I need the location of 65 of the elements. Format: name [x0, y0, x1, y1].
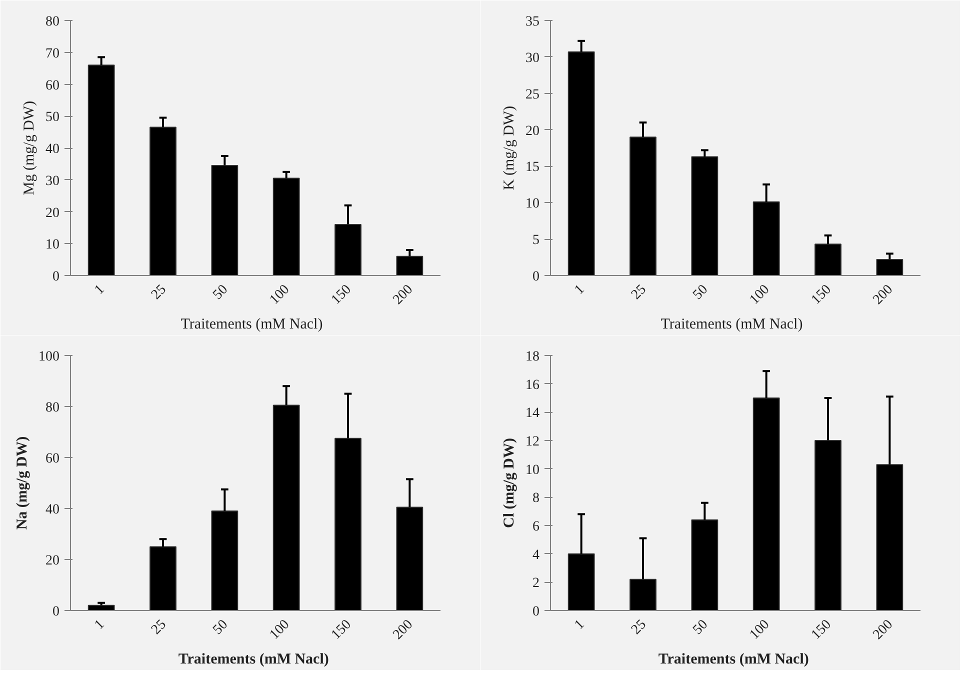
y-tick-label: 30	[46, 174, 60, 189]
x-tick-label: 100	[267, 282, 293, 308]
x-tick-label: 1	[572, 617, 588, 633]
y-tick-label: 10	[526, 196, 540, 212]
x-axis-title: Traitements (mM Nacl)	[180, 316, 323, 332]
x-tick-label: 50	[210, 617, 232, 638]
x-tick-label: 100	[747, 617, 773, 643]
x-tick-label: 150	[328, 282, 354, 308]
x-tick-label: 50	[210, 282, 232, 303]
y-tick-label: 40	[46, 142, 60, 157]
x-tick-label: 200	[390, 617, 416, 643]
y-tick-label: 5	[532, 233, 540, 248]
x-tick-label: 25	[628, 617, 650, 638]
y-tick-label: 35	[526, 14, 540, 30]
x-tick-label: 150	[328, 617, 354, 643]
y-tick-label: 14	[526, 406, 540, 422]
y-tick-label: 15	[526, 160, 540, 176]
x-tick-label: 150	[808, 617, 834, 643]
y-tick-label: 40	[46, 502, 60, 518]
x-tick-label: 200	[390, 282, 416, 308]
x-tick-label: 200	[870, 617, 896, 643]
y-tick-label: 6	[532, 520, 540, 534]
x-tick-label: 150	[808, 282, 834, 308]
x-tick-label: 25	[148, 617, 170, 638]
x-axis-title: Traitements (mM Nacl)	[178, 651, 329, 668]
x-tick-label: 1	[92, 282, 108, 298]
y-tick-label: 4	[532, 548, 540, 563]
x-tick-label: 25	[148, 282, 170, 303]
x-tick-label: 50	[690, 617, 712, 638]
y-axis-title: Mg (mg/g DW)	[22, 100, 38, 196]
x-tick-label: 100	[747, 282, 773, 308]
y-tick-label: 70	[46, 46, 60, 62]
y-tick-label: 10	[526, 462, 540, 478]
y-tick-label: 0	[532, 270, 540, 284]
y-tick-label: 10	[46, 238, 60, 253]
y-tick-label: 0	[52, 604, 60, 620]
y-tick-label: 0	[532, 604, 540, 620]
y-axis-title: Na (mg/g DW)	[14, 436, 30, 530]
y-tick-label: 60	[46, 452, 60, 466]
y-tick-label: 100	[38, 350, 60, 364]
y-tick-label: 20	[46, 206, 60, 221]
x-tick-label: 1	[92, 617, 108, 633]
y-tick-label: 12	[526, 434, 540, 450]
x-tick-label: 25	[628, 282, 650, 303]
y-tick-label: 80	[46, 400, 60, 416]
y-tick-label: 20	[46, 554, 60, 568]
x-axis-title: Traitements (mM Nacl)	[658, 651, 809, 668]
y-tick-label: 30	[526, 50, 540, 66]
y-tick-label: 18	[526, 350, 540, 364]
y-tick-label: 25	[526, 87, 540, 102]
y-tick-label: 60	[46, 78, 60, 94]
x-tick-label: 1	[572, 282, 588, 298]
y-axis-title: Cl (mg/g DW)	[502, 438, 518, 528]
x-tick-label: 100	[267, 617, 293, 643]
y-tick-label: 16	[526, 378, 540, 393]
x-tick-label: 50	[690, 282, 712, 303]
x-axis-title: Traitements (mM Nacl)	[660, 316, 803, 332]
y-tick-label: 2	[532, 576, 540, 592]
y-tick-label: 50	[46, 110, 60, 126]
y-tick-label: 20	[526, 124, 540, 139]
y-tick-label: 8	[532, 491, 540, 506]
x-tick-label: 200	[870, 282, 896, 308]
y-tick-label: 0	[52, 270, 60, 284]
y-axis-title: K (mg/g DW)	[502, 106, 518, 190]
y-tick-label: 80	[46, 14, 60, 30]
